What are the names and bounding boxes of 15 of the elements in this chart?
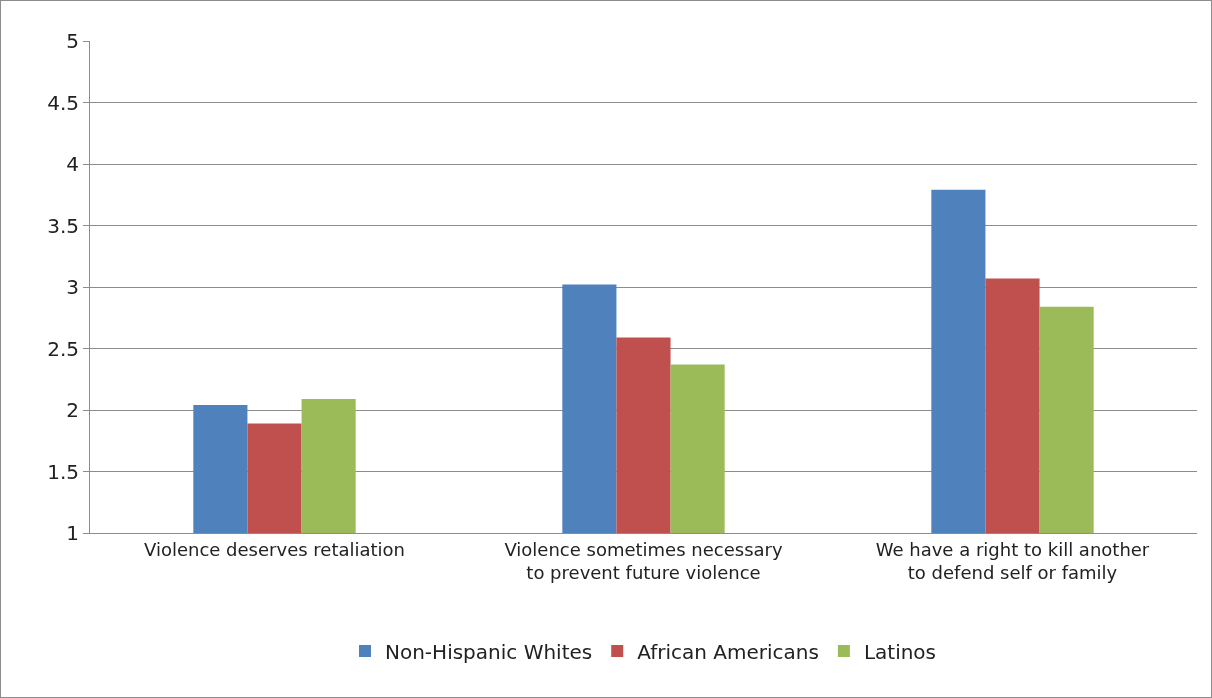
y-tick-label: 4.5 [47, 90, 79, 115]
legend-label: Latinos [863, 639, 937, 664]
y-tick-label: 2 [66, 398, 79, 422]
legend-label: Non-Hispanic Whites [385, 639, 593, 664]
y-tick-label: 1 [66, 521, 79, 545]
y-tick-label: 2.5 [47, 336, 79, 361]
x-tick-label: We have a right to kill another to defend self or family [875, 538, 1150, 583]
y-tick-label: 4 [66, 152, 79, 176]
y-tick-label: 3 [66, 275, 79, 299]
x-tick-label: Violence deserves retaliation [144, 538, 405, 560]
y-tick-label: 1.5 [47, 459, 79, 484]
y-tick-label: 5 [66, 29, 79, 53]
legend-label: African Americans [637, 639, 819, 664]
y-tick-label: 3.5 [47, 213, 79, 238]
x-tick-label: Violence sometimes necessary to prevent future violence [504, 538, 783, 583]
